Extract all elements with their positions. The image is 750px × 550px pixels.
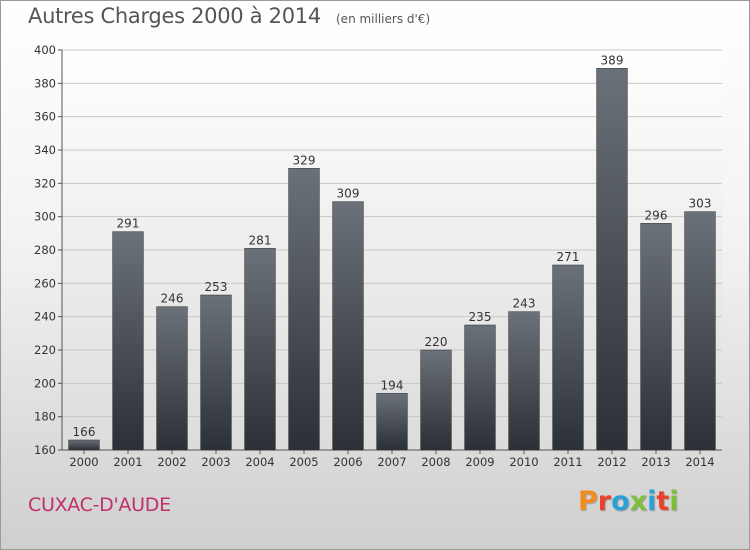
value-label: 194 — [381, 378, 404, 392]
value-label: 296 — [645, 208, 668, 222]
x-tick-label: 2010 — [509, 455, 538, 469]
value-label: 389 — [601, 53, 624, 67]
x-tick-label: 2011 — [553, 455, 582, 469]
x-tick-label: 2008 — [421, 455, 450, 469]
bar-2005 — [288, 168, 320, 451]
bar-2014 — [684, 211, 716, 451]
x-tick-label: 2002 — [157, 455, 186, 469]
bar-2013 — [640, 223, 672, 451]
bar-2004 — [244, 248, 276, 451]
value-label: 243 — [513, 297, 536, 311]
y-tick-label: 160 — [34, 443, 56, 457]
y-tick-label: 240 — [34, 310, 56, 324]
x-tick-label: 2014 — [685, 455, 714, 469]
bar-2009 — [464, 324, 496, 451]
logo-letter: x — [629, 486, 648, 517]
chart-header: Autres Charges 2000 à 2014 (en milliers … — [28, 4, 430, 28]
y-tick-label: 280 — [34, 243, 56, 257]
x-tick-label: 2006 — [333, 455, 362, 469]
logo-letter: t — [656, 486, 670, 517]
y-tick-label: 260 — [34, 276, 56, 290]
value-label: 329 — [293, 153, 316, 167]
value-label: 220 — [425, 335, 448, 349]
bar-2001 — [112, 231, 144, 451]
bar-2012 — [596, 68, 628, 451]
x-tick-label: 2009 — [465, 455, 494, 469]
y-tick-label: 220 — [34, 343, 56, 357]
value-label: 281 — [249, 233, 272, 247]
y-tick-label: 200 — [34, 376, 56, 390]
bar-2003 — [200, 294, 232, 451]
x-tick-label: 2000 — [69, 455, 98, 469]
bar-2010 — [508, 311, 540, 451]
bar-2008 — [420, 349, 452, 451]
logo-letter: r — [597, 486, 612, 517]
y-tick-label: 320 — [34, 176, 56, 190]
proxiti-logo: Proxiti — [578, 486, 679, 517]
value-label: 309 — [337, 187, 360, 201]
value-label: 271 — [557, 250, 580, 264]
bar-2006 — [332, 201, 364, 451]
y-tick-label: 380 — [34, 76, 56, 90]
y-tick-label: 300 — [34, 210, 56, 224]
chart-title: Autres Charges 2000 à 2014 — [28, 4, 321, 28]
x-tick-label: 2001 — [113, 455, 142, 469]
x-tick-label: 2013 — [641, 455, 670, 469]
y-tick-label: 400 — [34, 43, 56, 57]
value-label: 246 — [161, 292, 184, 306]
value-label: 235 — [469, 310, 492, 324]
value-label: 303 — [689, 197, 712, 211]
bar-2011 — [552, 264, 584, 451]
value-label: 166 — [73, 425, 96, 439]
bar-2000 — [68, 439, 100, 451]
bar-2007 — [376, 393, 408, 451]
y-tick-label: 340 — [34, 143, 56, 157]
chart-subtitle: (en milliers d'€) — [336, 12, 431, 26]
logo-letter: i — [647, 486, 657, 517]
y-tick-label: 180 — [34, 410, 56, 424]
x-tick-label: 2005 — [289, 455, 318, 469]
bar-2002 — [156, 306, 188, 451]
logo-letter: i — [669, 486, 679, 517]
value-label: 253 — [205, 280, 228, 294]
x-tick-label: 2007 — [377, 455, 406, 469]
commune-name: CUXAC-D'AUDE — [28, 494, 171, 516]
y-tick-label: 360 — [34, 110, 56, 124]
x-tick-label: 2004 — [245, 455, 274, 469]
x-tick-label: 2003 — [201, 455, 230, 469]
logo-letter: o — [611, 486, 630, 517]
value-label: 291 — [117, 217, 140, 231]
logo-letter: P — [578, 486, 598, 517]
x-tick-label: 2012 — [597, 455, 626, 469]
